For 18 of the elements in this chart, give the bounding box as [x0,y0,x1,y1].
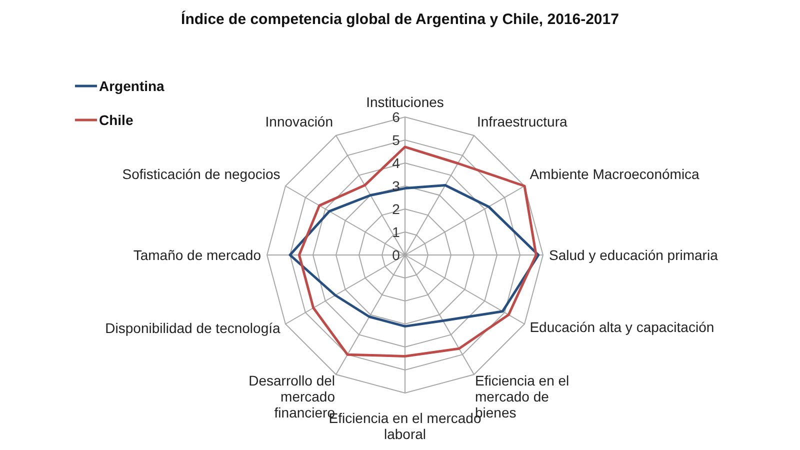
y-tick-label: 2 [392,200,400,217]
y-tick-label: 4 [392,154,400,171]
spoke-label: Salud y educación primaria [549,247,718,263]
y-tick-label: 5 [392,132,400,148]
legend-label: Chile [99,112,134,128]
legend-label: Argentina [99,78,165,94]
spoke-label: Tamaño de mercado [133,247,262,263]
chart-title: Índice de competencia global de Argentina y Chile, 2016-2017 [181,10,619,28]
y-tick-label: 0 [392,246,400,263]
spoke-label: Sofisticación de negocios [122,166,280,182]
spoke-label: Instituciones [366,94,444,110]
y-tick-label: 6 [392,108,400,125]
spoke-label: Infraestructura [477,113,568,130]
spoke-label: Educación alta y capacitación [530,319,714,335]
spoke-label: Ambiente Macroeconómica [530,166,700,182]
spoke-label: Innovación [265,113,333,130]
y-tick-label: 1 [392,224,400,240]
spoke-label: Disponibilidad de tecnología [105,320,281,336]
